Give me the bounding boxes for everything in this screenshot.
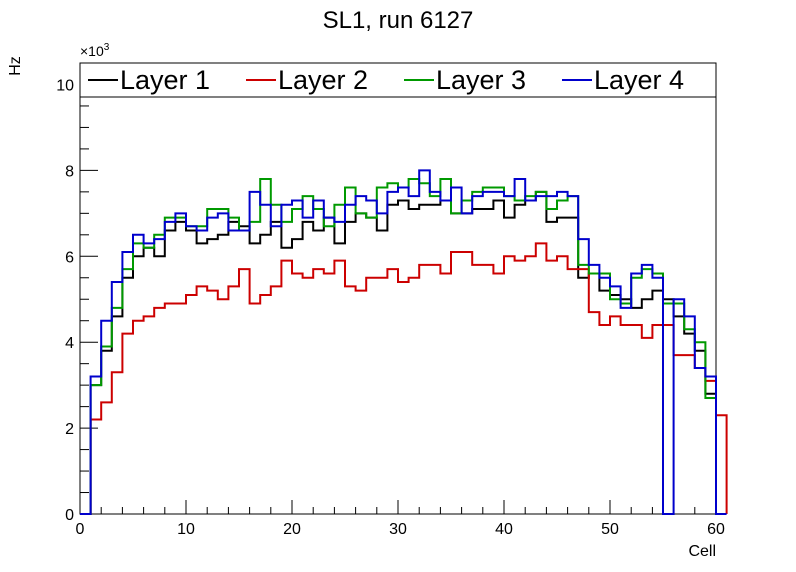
y-tick-label: 0 (65, 507, 74, 524)
x-tick-label: 20 (283, 521, 301, 538)
legend: Layer 1 Layer 2 Layer 3 Layer 4 (79, 62, 717, 98)
y-tick-label: 10 (56, 77, 74, 94)
y-axis: 0 2 4 6 8 10 (56, 62, 98, 524)
chart-title: SL1, run 6127 (323, 7, 474, 34)
x-tick-label: 40 (495, 521, 513, 538)
x-tick-label: 10 (177, 521, 195, 538)
y-tick-label: 2 (65, 421, 74, 438)
legend-box (79, 62, 717, 98)
y-multiplier-base: ×10 (80, 43, 104, 59)
y-axis-label: Hz (7, 56, 24, 76)
series-line-layer-4 (80, 169, 727, 515)
y-multiplier: ×103 (80, 42, 110, 59)
legend-label-layer-2: Layer 2 (278, 65, 368, 95)
y-tick-label: 4 (65, 335, 74, 352)
legend-items: Layer 1 Layer 2 Layer 3 Layer 4 (88, 65, 684, 95)
series-line-layer-2 (80, 242, 728, 515)
series-group (80, 169, 728, 515)
series-line-layer-1 (80, 190, 717, 515)
x-axis: 0 10 20 30 40 50 60 (76, 500, 725, 538)
x-tick-label: 50 (601, 521, 619, 538)
x-tick-label: 30 (389, 521, 407, 538)
legend-label-layer-4: Layer 4 (594, 65, 684, 95)
y-tick-label: 8 (65, 163, 74, 180)
y-tick-label: 6 (65, 249, 74, 266)
y-multiplier-exponent: 3 (104, 42, 110, 53)
x-axis-label: Cell (688, 543, 716, 560)
x-tick-label: 0 (76, 521, 85, 538)
x-tick-label: 60 (707, 521, 725, 538)
legend-label-layer-3: Layer 3 (436, 65, 526, 95)
legend-label-layer-1: Layer 1 (120, 65, 210, 95)
